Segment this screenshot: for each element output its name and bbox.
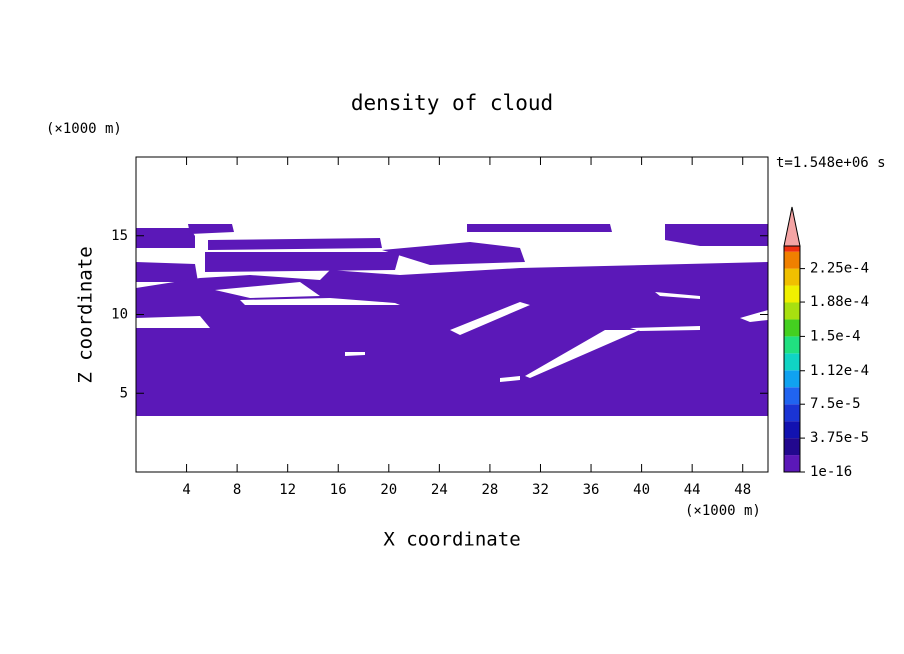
colorbar-band (784, 455, 800, 472)
x-tick-label: 24 (431, 482, 448, 498)
x-axis-label: X coordinate (383, 529, 520, 551)
x-tick-label: 44 (684, 482, 701, 498)
colorbar-band (784, 251, 800, 269)
x-tick-label: 8 (233, 482, 241, 498)
x-tick-label: 12 (279, 482, 296, 498)
colorbar-band (784, 302, 800, 320)
cloud-gap (136, 282, 768, 382)
x-tick-label: 40 (633, 482, 650, 498)
colorbar-band (784, 336, 800, 354)
colorbar-tick-label: 1e-16 (810, 464, 852, 480)
colorbar-tick-label: 3.75e-5 (810, 430, 869, 446)
colorbar-band (784, 404, 800, 422)
x-tick-label: 48 (734, 482, 751, 498)
colorbar-tick-label: 1.88e-4 (810, 294, 869, 310)
y-tick-label: 15 (111, 228, 128, 244)
colorbar-band (784, 268, 800, 286)
colorbar-tick-label: 2.25e-4 (810, 261, 869, 277)
x-tick-label: 20 (380, 482, 397, 498)
colorbar-frame (783, 245, 801, 473)
colorbar-band (784, 285, 800, 303)
chart-title: density of cloud (351, 91, 553, 115)
colorbar-extend (783, 206, 801, 247)
x-tick-label: 28 (481, 482, 498, 498)
y-tick-label: 5 (120, 385, 128, 401)
colorbar-tick-label: 1.5e-4 (810, 328, 861, 344)
y-axis-label: Z coordinate (75, 246, 97, 383)
y-tick-label: 10 (111, 307, 128, 323)
colorbar-tick-label: 7.5e-5 (810, 396, 861, 412)
cloud-region (136, 224, 768, 416)
cloud-fill (136, 224, 768, 416)
colorbar-band (784, 353, 800, 371)
colorbar-band (784, 370, 800, 388)
colorbar-band (784, 387, 800, 405)
x-tick-label: 16 (330, 482, 347, 498)
colorbar-band (784, 421, 800, 439)
annotation: t=1.548e+06 s (776, 155, 886, 171)
colorbar-tick-label: 1.12e-4 (810, 363, 869, 379)
x-tick-label: 32 (532, 482, 549, 498)
x-tick-label: 4 (182, 482, 190, 498)
x-unit: (×1000 m) (685, 503, 761, 519)
colorbar-band (784, 246, 800, 252)
y-unit: (×1000 m) (46, 121, 122, 137)
colorbar-band (784, 438, 800, 456)
x-tick-label: 36 (583, 482, 600, 498)
colorbar-band (784, 319, 800, 337)
